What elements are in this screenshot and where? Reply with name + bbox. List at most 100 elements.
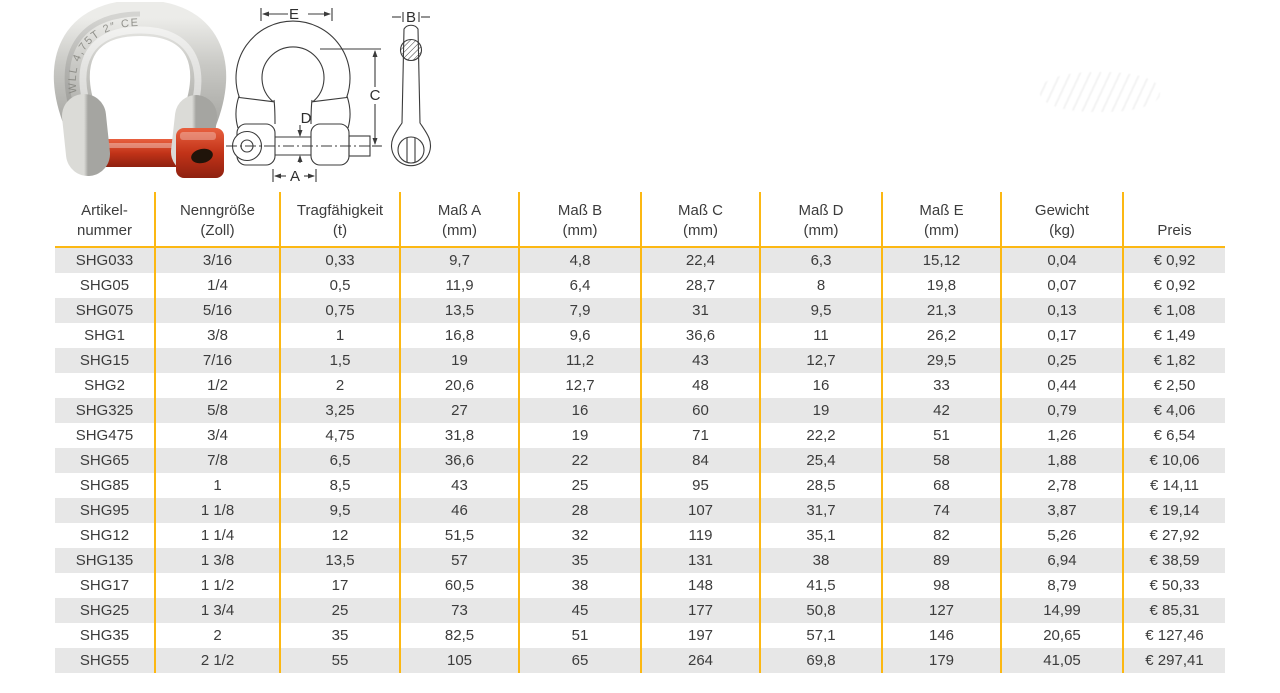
column-header-mass-d: Maß D (mm) (760, 192, 883, 248)
cell-artikelnummer: SHG85 (55, 473, 156, 498)
cell-mass-d: 38 (760, 548, 883, 573)
cell-mass-a: 13,5 (400, 298, 520, 323)
cell-nenngroesse: 1 1/2 (155, 573, 281, 598)
cell-gewicht: 20,65 (1001, 623, 1124, 648)
cell-mass-e: 26,2 (882, 323, 1002, 348)
cell-artikelnummer: SHG55 (55, 648, 156, 673)
cell-mass-e: 33 (882, 373, 1002, 398)
cell-tragfaehigkeit: 17 (280, 573, 401, 598)
cell-gewicht: 0,44 (1001, 373, 1124, 398)
cell-preis: € 10,06 (1149, 452, 1200, 469)
cell-preis: € 0,92 (1153, 277, 1196, 294)
cell-tragfaehigkeit: 4,75 (280, 423, 401, 448)
shackle-pin-shank (98, 139, 186, 167)
cell-mass-a: 43 (400, 473, 520, 498)
cell-mass-a: 105 (400, 648, 520, 673)
shackle-technical-drawing: E C D A (226, 6, 382, 185)
cell-preis: € 50,33 (1149, 577, 1200, 594)
cell-mass-a: 20,6 (400, 373, 520, 398)
cell-mass-d: 69,8 (760, 648, 883, 673)
cell-mass-b: 22 (519, 448, 642, 473)
cell-mass-a: 27 (400, 398, 520, 423)
cell-mass-e: 82 (882, 523, 1002, 548)
cell-tragfaehigkeit: 6,5 (280, 448, 401, 473)
cell-mass-c: 28,7 (641, 273, 761, 298)
cell-mass-d: 35,1 (760, 523, 883, 548)
table-row: SHG2 1/2 2 20,6 12,7 48 16 33 0,44 € 2,50 (55, 373, 1225, 398)
cell-nenngroesse: 7/16 (155, 348, 281, 373)
cell-mass-b: 35 (519, 548, 642, 573)
cell-mass-c: 84 (641, 448, 761, 473)
cell-mass-b: 4,8 (519, 247, 642, 273)
pin-head-hole (191, 148, 213, 164)
cell-mass-a: 9,7 (400, 247, 520, 273)
column-header-preis: Preis (1123, 192, 1225, 248)
dimension-b: B (392, 9, 430, 26)
drawing-pin (226, 130, 382, 162)
cell-mass-d: 8 (760, 273, 883, 298)
cell-mass-d: 9,5 (760, 298, 883, 323)
cell-preis: € 0,92 (1153, 252, 1196, 269)
cell-mass-c: 95 (641, 473, 761, 498)
cell-gewicht: 0,13 (1001, 298, 1124, 323)
cell-mass-b: 25 (519, 473, 642, 498)
cell-mass-d: 12,7 (760, 348, 883, 373)
column-header-nenngroesse: Nenngröße (Zoll) (155, 192, 281, 248)
drawing-right-ear (310, 123, 350, 166)
svg-text:B: B (406, 9, 416, 26)
svg-text:E: E (289, 6, 299, 23)
svg-text:A: A (290, 168, 300, 185)
cell-mass-a: 31,8 (400, 423, 520, 448)
cell-mass-c: 119 (641, 523, 761, 548)
cell-mass-a: 57 (400, 548, 520, 573)
cell-artikelnummer: SHG135 (55, 548, 156, 573)
table-row: SHG1 3/8 1 16,8 9,6 36,6 11 26,2 0,17 € 1,49 (55, 323, 1225, 348)
cell-nenngroesse: 1 1/8 (155, 498, 281, 523)
cell-mass-b: 28 (519, 498, 642, 523)
cell-tragfaehigkeit: 1 (280, 323, 401, 348)
cell-mass-d: 22,2 (760, 423, 883, 448)
table-row: SHG075 5/16 0,75 13,5 7,9 31 9,5 21,3 0,13 € 1,08 (55, 298, 1225, 323)
cell-mass-c: 148 (641, 573, 761, 598)
cell-nenngroesse: 1/2 (155, 373, 281, 398)
cell-mass-a: 11,9 (400, 273, 520, 298)
cell-mass-d: 41,5 (760, 573, 883, 598)
cell-gewicht: 0,04 (1001, 247, 1124, 273)
cell-tragfaehigkeit: 0,5 (280, 273, 401, 298)
drawing-bow-outline (235, 20, 351, 103)
cell-mass-c: 264 (641, 648, 761, 673)
cell-preis: € 85,31 (1149, 602, 1200, 619)
cell-preis: € 27,92 (1149, 527, 1200, 544)
cell-artikelnummer: SHG17 (55, 573, 156, 598)
cell-mass-c: 36,6 (641, 323, 761, 348)
cell-nenngroesse: 1 (155, 473, 281, 498)
cell-tragfaehigkeit: 0,33 (280, 247, 401, 273)
column-header-mass-a: Maß A (mm) (400, 192, 520, 248)
cell-tragfaehigkeit: 3,25 (280, 398, 401, 423)
cell-mass-c: 22,4 (641, 247, 761, 273)
cell-mass-e: 29,5 (882, 348, 1002, 373)
cell-gewicht: 0,17 (1001, 323, 1124, 348)
side-view-bow-section (399, 38, 423, 62)
cell-mass-d: 28,5 (760, 473, 883, 498)
cell-tragfaehigkeit: 2 (280, 373, 401, 398)
column-header-mass-c: Maß C (mm) (641, 192, 761, 248)
cell-artikelnummer: SHG15 (55, 348, 156, 373)
cell-nenngroesse: 3/4 (155, 423, 281, 448)
svg-text:C: C (370, 87, 381, 104)
cell-artikelnummer: SHG325 (55, 398, 156, 423)
column-header-tragfaehigkeit: Tragfähigkeit (t) (280, 192, 401, 248)
cell-artikelnummer: SHG35 (55, 623, 156, 648)
table-body: SHG033 3/16 0,33 9,7 4,8 22,4 6,3 15,12 0,04 € 0,… (55, 247, 1225, 673)
cell-mass-c: 131 (641, 548, 761, 573)
cell-tragfaehigkeit: 8,5 (280, 473, 401, 498)
dimension-d: D (297, 110, 312, 163)
cell-mass-c: 107 (641, 498, 761, 523)
cell-gewicht: 0,79 (1001, 398, 1124, 423)
column-header-mass-e: Maß E (mm) (882, 192, 1002, 248)
table-row: SHG55 2 1/2 55 105 65 264 69,8 179 41,05 € 297,41 (55, 648, 1225, 673)
cell-preis: € 6,54 (1153, 427, 1196, 444)
cell-nenngroesse: 5/8 (155, 398, 281, 423)
column-header-artikelnummer: Artikel-nummer (55, 192, 156, 248)
cell-tragfaehigkeit: 55 (280, 648, 401, 673)
